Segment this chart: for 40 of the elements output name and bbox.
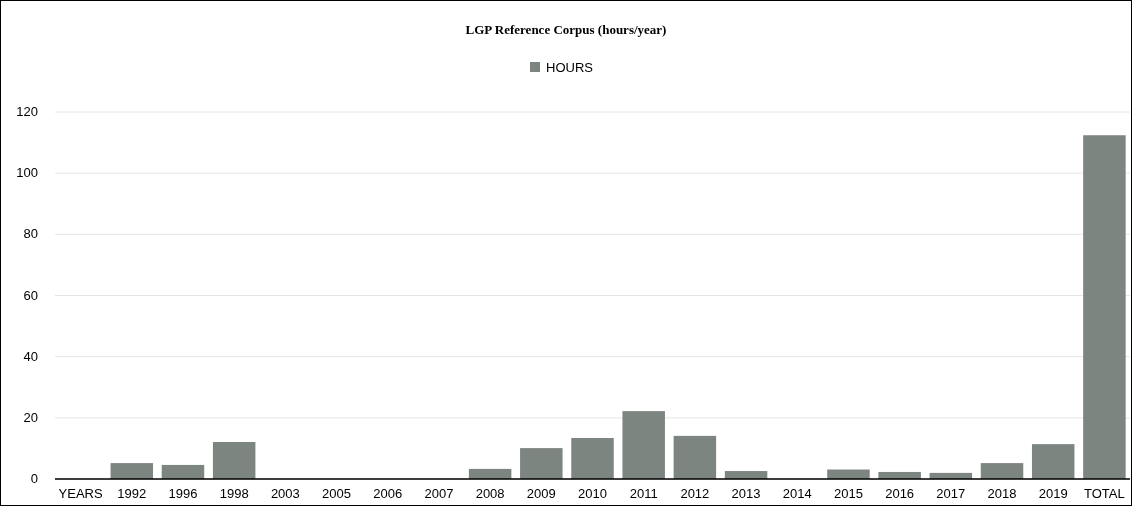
x-tick-label: 1992	[117, 486, 147, 501]
x-tick-label: 1998	[219, 486, 249, 501]
x-tick-label: 2018	[987, 486, 1017, 501]
y-tick-label: 100	[16, 165, 38, 181]
x-tick-label: 2019	[1038, 486, 1068, 501]
bar	[980, 463, 1024, 479]
bar	[673, 435, 717, 479]
bar	[622, 411, 665, 479]
chart-title: LGP Reference Corpus (hours/year)	[465, 22, 667, 37]
x-tick-label: 2015	[833, 486, 863, 501]
y-tick-label: 60	[23, 287, 38, 303]
x-tick-label: 2008	[475, 486, 505, 501]
x-tick-label: 2007	[424, 486, 454, 501]
bar	[520, 448, 563, 479]
x-tick-label: 2012	[680, 486, 710, 501]
bar	[212, 441, 256, 479]
y-tick-label: 80	[23, 226, 38, 242]
bar	[1083, 135, 1126, 479]
x-tick-label: TOTAL	[1084, 486, 1125, 501]
y-tick-label: 0	[30, 471, 38, 486]
x-tick-label: 2003	[270, 486, 300, 501]
x-tick-label: 2011	[629, 486, 658, 501]
x-tick-label: 2014	[782, 486, 812, 501]
x-tick-label: 2006	[373, 486, 403, 501]
x-tick-label: 2017	[936, 486, 966, 501]
bar	[110, 463, 154, 479]
legend-label: HOURS	[546, 60, 594, 75]
x-tick-label: YEARS	[58, 486, 103, 501]
bar	[571, 438, 614, 479]
x-tick-label: 2016	[885, 486, 915, 501]
x-tick-label: 2009	[526, 486, 556, 501]
bar	[1031, 444, 1075, 479]
y-tick-label: 120	[16, 104, 38, 119]
y-tick-label: 20	[23, 409, 38, 425]
x-tick-label: 2013	[731, 486, 761, 501]
bar	[161, 464, 205, 479]
y-tick-label: 40	[23, 348, 38, 364]
x-tick-label: 2005	[322, 486, 352, 501]
x-tick-label: 2010	[578, 486, 607, 501]
x-tick-label: 1996	[168, 486, 198, 501]
